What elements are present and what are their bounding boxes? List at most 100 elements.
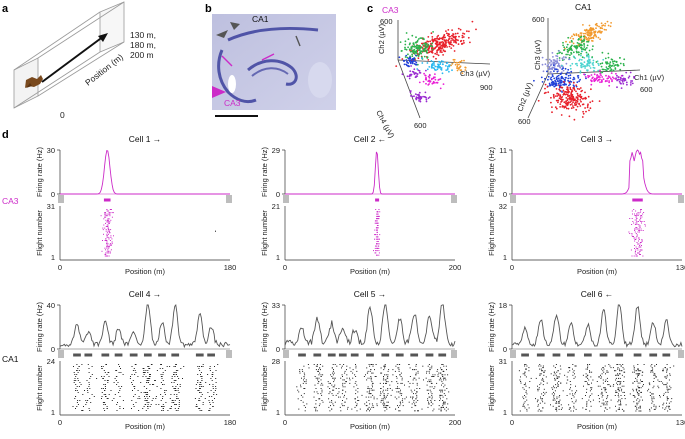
cluster-point (585, 110, 587, 113)
cluster-point (586, 44, 589, 47)
spike (147, 370, 149, 371)
spike (322, 384, 324, 386)
spike (375, 209, 377, 210)
spike (201, 380, 203, 381)
spike (115, 376, 117, 377)
cluster-point (417, 96, 420, 99)
cluster-point (438, 60, 440, 63)
spike (209, 410, 211, 411)
cluster-point (577, 98, 579, 101)
spike (382, 391, 384, 393)
spike (616, 364, 618, 365)
spike (318, 405, 320, 407)
cluster-point (450, 64, 452, 67)
cluster-point (459, 65, 462, 68)
cluster-point (572, 84, 575, 87)
flight-tick-label-top: 31 (47, 202, 55, 211)
spike (636, 216, 638, 218)
cluster-point (589, 37, 592, 40)
spike (102, 229, 104, 231)
region-ca1-label: CA1 (252, 14, 269, 24)
cluster-point (569, 103, 572, 106)
spike (640, 370, 642, 372)
spike (116, 384, 118, 385)
cluster-point (404, 40, 407, 43)
spike (376, 222, 378, 224)
cluster-point (419, 50, 422, 52)
spike (118, 364, 120, 365)
cluster-point (432, 80, 435, 83)
spike (617, 384, 619, 386)
cluster-point (556, 58, 559, 60)
cell-title: Cell 2 ← (354, 134, 387, 144)
spike (201, 378, 203, 379)
spike (640, 396, 642, 398)
spike (662, 404, 664, 406)
spike (649, 391, 651, 393)
field-bar (395, 353, 404, 357)
spike (556, 407, 558, 409)
cluster-point (551, 82, 553, 85)
spike (174, 366, 176, 367)
cluster-point (598, 25, 600, 28)
row-ca1-label: CA1 (2, 354, 19, 364)
spike (540, 368, 542, 370)
spike (333, 381, 335, 383)
spike (535, 398, 536, 400)
spike (303, 376, 305, 377)
spike (74, 398, 76, 399)
spike (550, 373, 552, 375)
cluster-point (600, 79, 603, 82)
spike (77, 372, 79, 373)
spike (382, 400, 384, 401)
spike (117, 402, 118, 403)
spike (554, 367, 556, 369)
spike (178, 408, 180, 409)
spike (607, 401, 609, 403)
spike (106, 250, 108, 252)
spike (103, 384, 105, 385)
spike (354, 374, 356, 376)
spike (385, 379, 387, 381)
spike (440, 394, 442, 396)
spike (615, 377, 617, 379)
spike (528, 387, 530, 389)
cluster-point (446, 46, 448, 48)
cluster-point (592, 76, 594, 79)
spike (296, 386, 298, 388)
spike (377, 241, 379, 242)
spike (442, 389, 444, 391)
cluster-point (557, 93, 560, 95)
spike (635, 249, 637, 251)
spike (557, 370, 559, 372)
spike (642, 381, 643, 382)
cluster-point (576, 51, 578, 54)
spike (213, 392, 215, 393)
cluster-point (610, 22, 612, 24)
spike (144, 372, 146, 373)
cluster-point (572, 101, 574, 104)
cluster-point (446, 61, 449, 64)
cluster-point (562, 56, 565, 58)
spike (313, 396, 315, 398)
landing-zone-start (510, 195, 516, 203)
cluster-point (586, 104, 589, 107)
spike (378, 215, 380, 217)
cluster-point (558, 52, 560, 54)
spike (200, 396, 202, 397)
spike (525, 390, 527, 392)
spike (640, 246, 642, 248)
spike (583, 385, 584, 387)
cluster-point (592, 45, 594, 47)
cluster-point (601, 71, 604, 74)
spike (105, 388, 106, 389)
spike (438, 408, 440, 410)
spike (622, 367, 624, 369)
row-ca3-label: CA3 (2, 196, 19, 206)
spike (634, 381, 636, 382)
cluster-point (599, 76, 601, 79)
spike (643, 364, 645, 365)
cluster-point (565, 107, 568, 110)
spike (637, 387, 639, 389)
spike (642, 255, 644, 257)
